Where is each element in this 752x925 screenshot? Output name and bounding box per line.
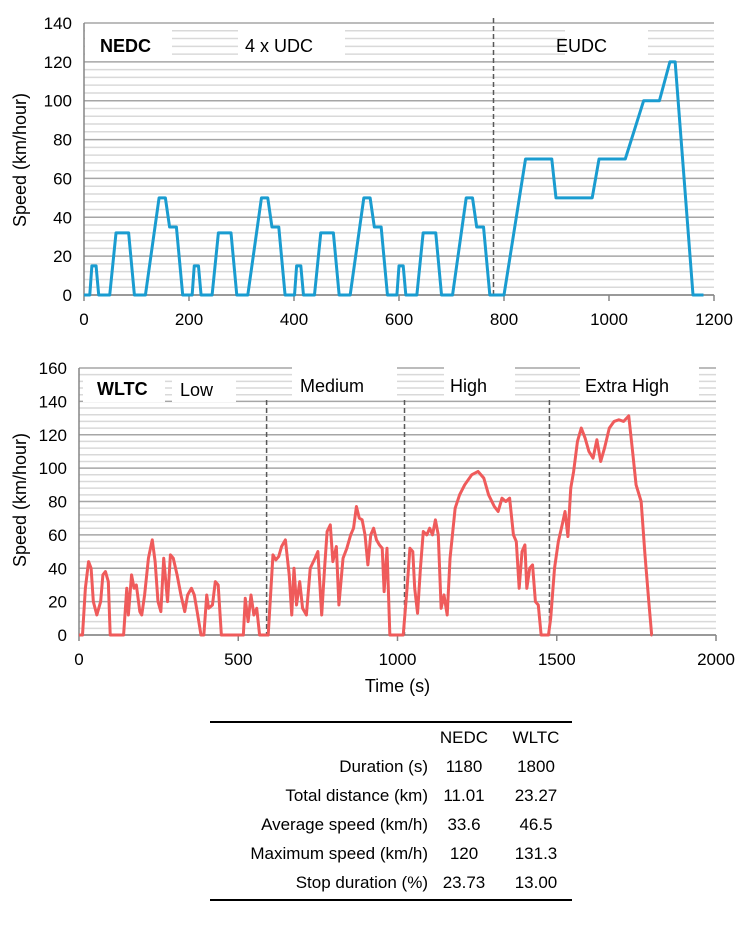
nedc-value: 120 — [449, 843, 479, 863]
label-box — [172, 378, 236, 402]
cycle-label: WLTC — [97, 379, 148, 399]
wltc-value: 46.5 — [519, 814, 553, 834]
table-row: Total distance (km) 11.01 23.27 — [210, 781, 572, 810]
nedc-value: 23.73 — [442, 872, 486, 892]
y-tick-label: 80 — [48, 493, 67, 512]
x-tick-label: 1500 — [538, 650, 576, 669]
y-tick-label: 160 — [39, 359, 67, 378]
row-label: Total distance (km) — [285, 785, 428, 805]
row-label: Duration (s) — [339, 756, 428, 776]
table-top-rule — [210, 721, 572, 723]
y-tick-label: 100 — [44, 92, 72, 111]
y-tick-label: 0 — [58, 626, 67, 645]
y-tick-label: 20 — [48, 593, 67, 612]
x-tick-label: 800 — [490, 310, 518, 329]
x-tick-label: 0 — [74, 650, 83, 669]
x-tick-label: 500 — [224, 650, 252, 669]
table-row: Average speed (km/h) 33.6 46.5 — [210, 810, 572, 839]
y-axis-label: Speed (km/hour) — [10, 433, 30, 567]
label-box — [292, 366, 397, 400]
column-header: NEDC — [439, 727, 489, 747]
cycle-label: NEDC — [100, 36, 151, 56]
y-tick-label: 40 — [48, 559, 67, 578]
x-tick-label: 1000 — [590, 310, 628, 329]
x-tick-label: 400 — [280, 310, 308, 329]
x-tick-label: 0 — [79, 310, 88, 329]
nedc-value: 1180 — [445, 756, 483, 776]
x-tick-label: 2000 — [697, 650, 735, 669]
y-tick-label: 100 — [39, 459, 67, 478]
column-header: WLTC — [512, 727, 560, 747]
phase-label: High — [450, 376, 487, 396]
table-row: Stop duration (%) 23.73 13.00 — [210, 868, 572, 897]
wltc-value: 23.27 — [514, 785, 558, 805]
nedc-chart: 0 20 40 60 80 100 120 140 0 200 400 600 800 1000 1200 N… — [10, 14, 733, 329]
y-tick-label: 80 — [53, 131, 72, 150]
phase-label: 4 x UDC — [245, 36, 313, 56]
y-tick-label: 0 — [63, 286, 72, 305]
comparison-table: NEDC WLTC Duration (s) 1180 1800 Total dist… — [210, 721, 572, 901]
nedc-value: 11.01 — [443, 785, 485, 805]
y-axis-label: Speed (km/hour) — [10, 93, 30, 227]
y-tick-label: 20 — [53, 247, 72, 266]
label-box — [444, 366, 515, 400]
table-row: Duration (s) 1180 1800 — [210, 752, 572, 781]
phase-label: EUDC — [556, 36, 607, 56]
y-tick-label: 140 — [44, 14, 72, 33]
row-label: Maximum speed (km/h) — [250, 843, 428, 863]
wltc-value: 1800 — [517, 756, 555, 776]
label-box — [580, 366, 699, 400]
row-label: Stop duration (%) — [295, 872, 428, 892]
phase-label: Extra High — [585, 376, 669, 396]
wltc-value: 13.00 — [514, 872, 558, 892]
y-tick-label: 120 — [44, 53, 72, 72]
wltc-value: 131.3 — [514, 843, 558, 863]
label-box — [238, 28, 345, 58]
label-box — [83, 378, 165, 402]
x-tick-label: 200 — [175, 310, 203, 329]
x-axis-label: Time (s) — [365, 676, 430, 696]
table-bottom-rule — [210, 899, 572, 901]
label-box — [565, 28, 648, 58]
x-tick-label: 1000 — [379, 650, 417, 669]
x-tick-label: 600 — [385, 310, 413, 329]
phase-label: Medium — [300, 376, 364, 396]
y-tick-label: 140 — [39, 392, 67, 411]
phase-label: Low — [180, 380, 214, 400]
row-label: Average speed (km/h) — [261, 814, 428, 834]
label-box — [85, 28, 172, 58]
y-tick-label: 60 — [48, 526, 67, 545]
speed-trace-line — [84, 60, 704, 297]
wltc-chart: 0 20 40 60 80 100 120 140 160 0 500 1000 1500 2000 WLT… — [10, 359, 735, 696]
nedc-value: 33.6 — [447, 814, 481, 834]
table-row: Maximum speed (km/h) 120 131.3 — [210, 839, 572, 868]
y-tick-label: 120 — [39, 426, 67, 445]
speed-trace-line — [79, 414, 654, 637]
x-tick-label: 1200 — [695, 310, 733, 329]
y-tick-label: 60 — [53, 169, 72, 188]
y-tick-label: 40 — [53, 208, 72, 227]
table-header: NEDC WLTC — [210, 723, 572, 752]
